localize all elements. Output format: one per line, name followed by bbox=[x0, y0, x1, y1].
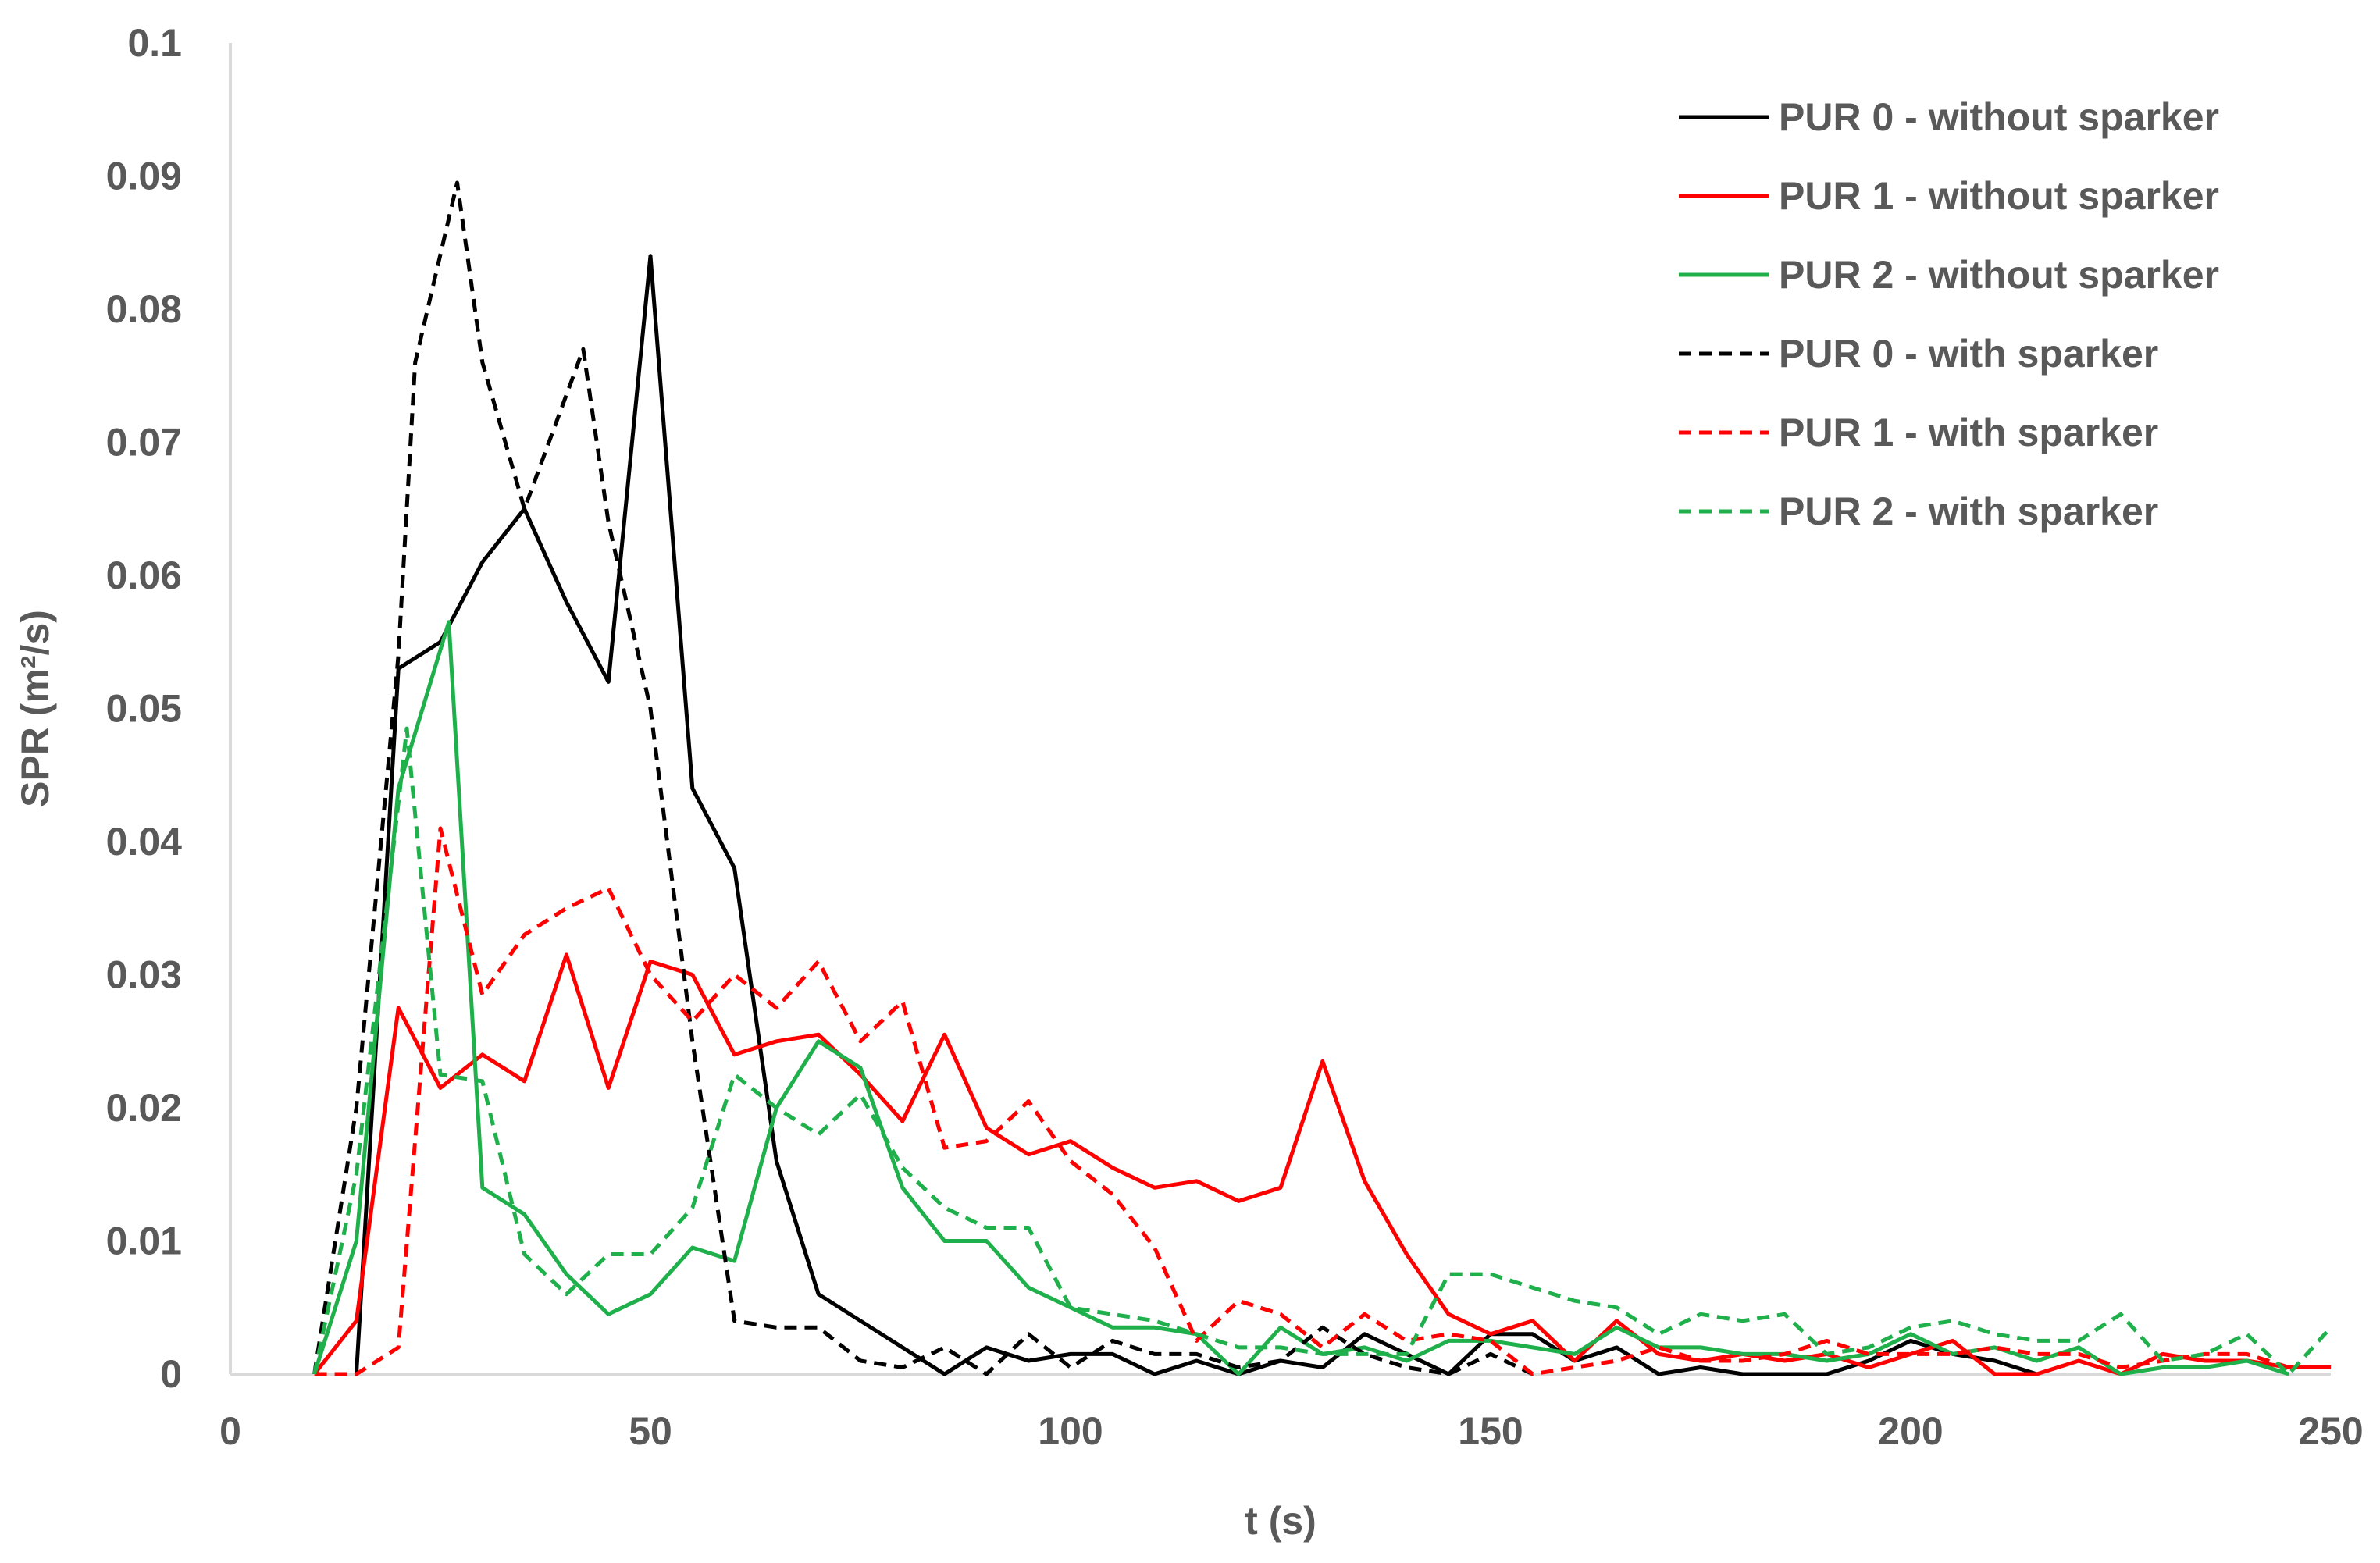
x-tick-label: 50 bbox=[629, 1409, 672, 1453]
x-tick-label: 250 bbox=[2298, 1409, 2363, 1453]
y-tick-label: 0.05 bbox=[106, 687, 182, 731]
legend-label-6: PUR 2 - with sparker bbox=[1779, 490, 2158, 533]
series-line-5 bbox=[314, 826, 2331, 1376]
y-tick-label: 0.02 bbox=[106, 1086, 182, 1130]
y-tick-label: 0.1 bbox=[127, 21, 182, 65]
legend: PUR 0 - without sparker PUR 1 - without s… bbox=[1679, 95, 2219, 533]
y-tick-label: 0 bbox=[160, 1352, 182, 1396]
y-tick-label: 0.03 bbox=[106, 953, 182, 997]
series-line-1 bbox=[354, 254, 2038, 1376]
y-tick-label: 0.07 bbox=[106, 421, 182, 465]
x-axis-title: t (s) bbox=[1245, 1499, 1316, 1543]
series-line-6 bbox=[312, 726, 2332, 1376]
series-lines bbox=[312, 180, 2332, 1376]
y-tick-label: 0.04 bbox=[106, 820, 183, 863]
x-tick-labels: 0 50 100 150 200 250 bbox=[219, 1409, 2364, 1453]
x-tick-label: 200 bbox=[1878, 1409, 1943, 1453]
axes bbox=[229, 43, 2331, 1376]
legend-label-4: PUR 0 - with sparker bbox=[1779, 332, 2158, 376]
legend-label-2: PUR 1 - without sparker bbox=[1779, 174, 2219, 218]
x-tick-label: 100 bbox=[1038, 1409, 1103, 1453]
series-line-2 bbox=[312, 952, 2331, 1376]
series-line-4 bbox=[312, 180, 1534, 1376]
legend-label-3: PUR 2 - without sparker bbox=[1779, 253, 2219, 297]
y-tick-labels: 0 0.01 0.02 0.03 0.04 0.05 0.06 0.07 0.08 0.09 0.1 bbox=[106, 21, 183, 1396]
y-tick-label: 0.08 bbox=[106, 287, 182, 331]
x-tick-label: 150 bbox=[1458, 1409, 1523, 1453]
x-tick-label: 0 bbox=[219, 1409, 241, 1453]
y-axis-title: SPR (m²/s) bbox=[13, 610, 57, 807]
y-tick-label: 0.01 bbox=[106, 1219, 182, 1263]
y-tick-label: 0.06 bbox=[106, 554, 182, 597]
legend-label-5: PUR 1 - with sparker bbox=[1779, 411, 2158, 454]
legend-label-1: PUR 0 - without sparker bbox=[1779, 95, 2219, 139]
series-line-3 bbox=[312, 620, 2289, 1376]
y-tick-label: 0.09 bbox=[106, 155, 182, 198]
